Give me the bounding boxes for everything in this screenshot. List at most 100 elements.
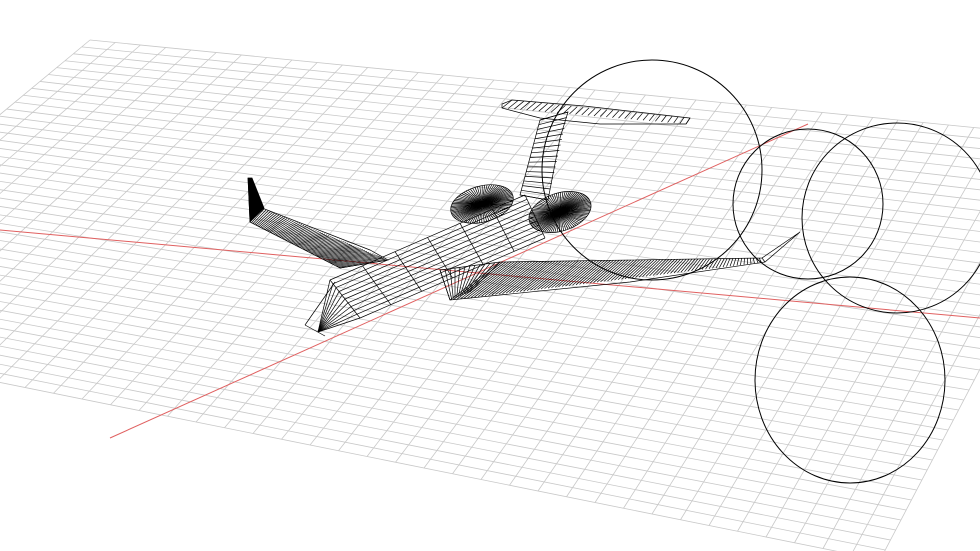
mesh-line (667, 115, 673, 123)
mesh-line (468, 262, 496, 293)
grid-line (0, 382, 838, 551)
mesh-line (563, 105, 572, 114)
mesh-line (659, 259, 675, 275)
mesh-line (456, 267, 461, 298)
grid-line (56, 67, 980, 170)
engine-mesh-line (529, 200, 591, 224)
nose-line (317, 298, 346, 333)
mesh-line (457, 266, 466, 297)
mesh-line (614, 259, 638, 281)
mesh-line (621, 259, 643, 280)
nose-cone (304, 279, 361, 337)
mesh-line (258, 212, 275, 227)
mesh-line (537, 260, 573, 290)
mesh-line (267, 218, 288, 232)
mesh-line (330, 254, 376, 264)
grid-line (31, 87, 980, 201)
mesh-line (523, 180, 552, 184)
mesh-line (593, 259, 620, 283)
mesh-line (332, 255, 378, 265)
mesh-line (270, 219, 292, 234)
mesh-line (733, 258, 737, 266)
mesh-line (673, 116, 679, 124)
mesh-line (677, 258, 690, 273)
mesh-line (617, 259, 640, 280)
mesh-line (314, 244, 353, 256)
grid-line (0, 164, 980, 306)
mesh-line (281, 225, 307, 239)
grid-line (14, 101, 980, 222)
nose-line (317, 279, 331, 333)
mesh-line (761, 257, 766, 263)
mesh-line (715, 258, 722, 269)
mesh-line (526, 171, 555, 173)
fuselage-frame (459, 223, 484, 265)
mesh-line (303, 238, 338, 250)
mesh-line (477, 261, 524, 297)
grid-line (0, 231, 970, 391)
mesh-line (661, 115, 667, 123)
aircraft-wireframe[interactable] (247, 99, 801, 337)
mesh-line (285, 228, 313, 241)
grid-line (0, 156, 980, 296)
grid-line (852, 313, 980, 551)
mesh-line (269, 218, 290, 233)
nose-line (317, 310, 355, 333)
mesh-line (533, 260, 571, 291)
grid-line (0, 240, 964, 401)
construction-circle-2 (732, 128, 884, 280)
mesh-line (581, 107, 590, 116)
mesh-line (684, 258, 696, 272)
grid-line (0, 309, 922, 481)
construction-circles (541, 59, 980, 484)
grid-line (794, 210, 980, 543)
mesh-line (561, 260, 594, 287)
mesh-line (291, 231, 321, 244)
construction-circle-1 (541, 59, 763, 281)
mesh-line (582, 260, 611, 285)
mesh-line (275, 222, 298, 236)
mesh-line (596, 259, 623, 283)
mesh-line (514, 100, 525, 110)
left-engine-mesh (450, 184, 514, 224)
mesh-line (467, 261, 515, 299)
mesh-line (673, 258, 687, 274)
mesh-line (531, 150, 560, 154)
mesh-line (327, 252, 372, 263)
mesh-line (335, 257, 382, 267)
mesh-line (444, 269, 453, 300)
mesh-line (324, 250, 368, 261)
mesh-line (312, 244, 351, 255)
horizontal-stabilizer-mesh (501, 99, 691, 125)
mesh-line (288, 230, 317, 243)
mesh-line (526, 260, 565, 291)
nose-line (317, 291, 340, 333)
mesh-line (507, 100, 519, 109)
mesh-line (554, 260, 588, 288)
grid-line (0, 363, 891, 541)
mesh-line (290, 231, 319, 244)
mesh-line (750, 258, 752, 264)
fuselage-frame (362, 265, 392, 305)
mesh-line (691, 258, 702, 272)
mesh-line (469, 261, 501, 293)
mesh-line (264, 216, 284, 230)
mesh-line (315, 245, 355, 257)
right-wing (439, 257, 766, 301)
mesh-line (252, 209, 267, 224)
nose-line (317, 317, 361, 333)
mesh-line (642, 259, 661, 278)
mesh-line (603, 259, 629, 282)
mesh-line (556, 105, 566, 114)
right-wing-outline (439, 231, 801, 301)
mesh-line (550, 104, 560, 113)
mesh-line (624, 259, 646, 280)
mesh-line (544, 260, 579, 289)
mesh-line (470, 261, 518, 298)
mesh-line (524, 175, 554, 179)
mesh-line (284, 227, 311, 240)
mesh-line (509, 260, 550, 294)
mesh-line (481, 261, 527, 297)
